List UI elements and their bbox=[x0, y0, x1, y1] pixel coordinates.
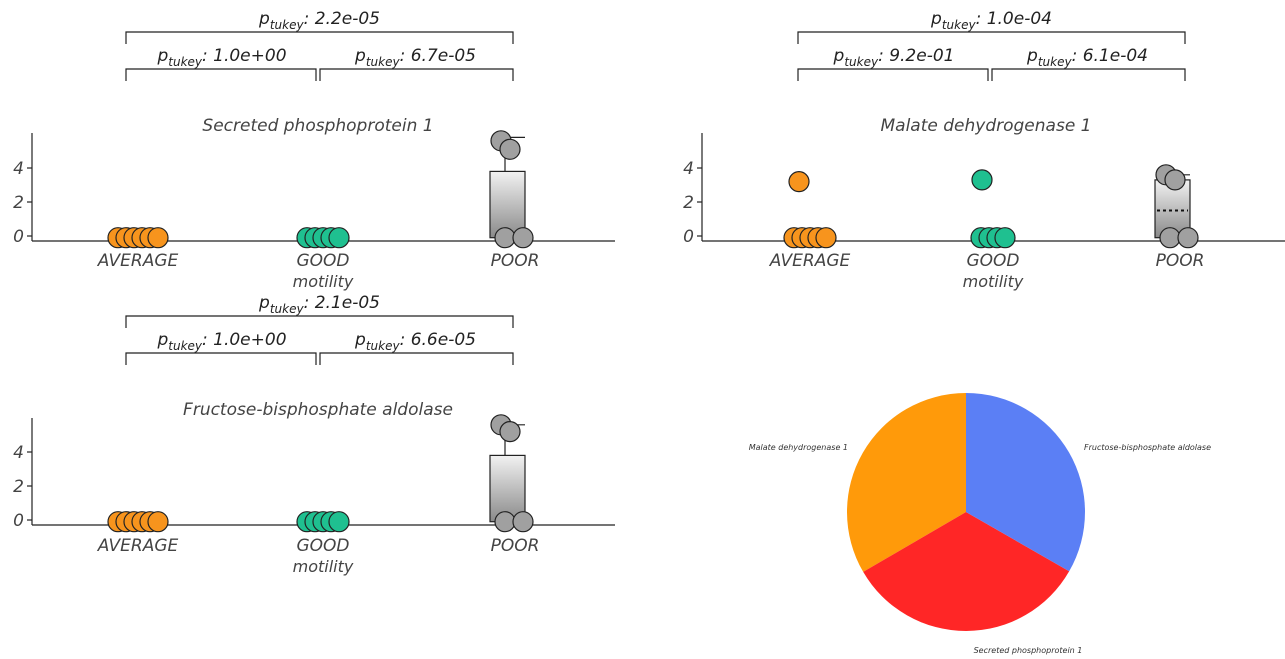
y-tick-label: 2 bbox=[683, 193, 694, 213]
x-tick-poor: POOR bbox=[1156, 251, 1205, 271]
data-point-poor bbox=[1164, 169, 1186, 191]
bracket-overall bbox=[125, 31, 514, 44]
pie-label-fructose: Fructose-bisphosphate aldolase bbox=[1084, 443, 1211, 452]
data-point-good bbox=[971, 169, 993, 191]
bracket-overall bbox=[125, 315, 514, 328]
data-point-poor bbox=[499, 421, 521, 443]
y-tick-label: 2 bbox=[13, 477, 24, 497]
bracket-left bbox=[125, 68, 317, 81]
x-tick-average: AVERAGE bbox=[97, 536, 179, 556]
data-point-poor bbox=[1177, 227, 1199, 249]
data-point-poor bbox=[1159, 227, 1181, 249]
y-tick-label: 4 bbox=[13, 159, 24, 179]
data-point-average bbox=[147, 227, 169, 249]
data-point-good bbox=[328, 511, 350, 533]
chart-title: Fructose-bisphosphate aldolase bbox=[183, 400, 453, 420]
p-label-overall: ptukey: 2.2e-05 bbox=[258, 9, 380, 32]
bracket-overall bbox=[797, 31, 1186, 44]
data-point-average bbox=[788, 171, 810, 193]
x-tick-average: AVERAGE bbox=[769, 251, 851, 271]
x-axis-label: motility bbox=[963, 272, 1024, 291]
y-tick-label: 0 bbox=[13, 511, 24, 531]
data-point-poor bbox=[494, 227, 516, 249]
p-label-left: ptukey: 1.0e+00 bbox=[156, 46, 286, 69]
data-point-poor bbox=[512, 227, 534, 249]
y-tick-label: 0 bbox=[683, 227, 694, 247]
x-tick-poor: POOR bbox=[491, 251, 540, 271]
bracket-left bbox=[797, 68, 989, 81]
x-tick-poor: POOR bbox=[491, 536, 540, 556]
x-axis-label: motility bbox=[293, 272, 354, 291]
data-point-poor bbox=[512, 511, 534, 533]
x-tick-good: GOOD bbox=[296, 251, 349, 271]
pie-chart: Fructose-bisphosphate aldolase Secreted … bbox=[749, 393, 1211, 655]
pie-slice-fructose bbox=[966, 393, 1085, 572]
p-label-overall: ptukey: 2.1e-05 bbox=[258, 293, 380, 316]
data-point-poor bbox=[494, 511, 516, 533]
p-label-overall: ptukey: 1.0e-04 bbox=[930, 9, 1052, 32]
y-tick-label: 4 bbox=[13, 443, 24, 463]
x-axis-label: motility bbox=[293, 557, 354, 576]
data-point-average bbox=[815, 227, 837, 249]
data-point-good bbox=[328, 227, 350, 249]
y-tick-label: 4 bbox=[683, 159, 694, 179]
y-tick-label: 0 bbox=[13, 227, 24, 247]
p-label-left: ptukey: 1.0e+00 bbox=[156, 330, 286, 353]
chart-title: Malate dehydrogenase 1 bbox=[881, 116, 1092, 136]
data-point-average bbox=[147, 511, 169, 533]
box-poor bbox=[489, 454, 526, 523]
data-point-poor bbox=[499, 138, 521, 160]
bracket-right bbox=[319, 352, 514, 365]
pie-slice-secreted bbox=[863, 512, 1070, 631]
secreted-phosphoprotein-chart: Secreted phosphoprotein 1 AVERAGE GOOD P… bbox=[13, 9, 615, 291]
pie-slice-malate bbox=[847, 393, 966, 572]
x-tick-average: AVERAGE bbox=[97, 251, 179, 271]
p-label-right: ptukey: 6.1e-04 bbox=[1026, 46, 1148, 69]
x-tick-good: GOOD bbox=[296, 536, 349, 556]
bracket-right bbox=[991, 68, 1186, 81]
chart-title: Secreted phosphoprotein 1 bbox=[202, 116, 433, 136]
bracket-left bbox=[125, 352, 317, 365]
x-tick-good: GOOD bbox=[966, 251, 1019, 271]
p-label-right: ptukey: 6.7e-05 bbox=[354, 46, 476, 69]
y-tick-label: 2 bbox=[13, 193, 24, 213]
fructose-bisphosphate-aldolase-chart: Fructose-bisphosphate aldolase AVERAGE G… bbox=[13, 293, 615, 576]
p-label-right: ptukey: 6.6e-05 bbox=[354, 330, 476, 353]
malate-dehydrogenase-chart: Malate dehydrogenase 1 AVERAGE GOOD POOR… bbox=[683, 9, 1285, 291]
bracket-right bbox=[319, 68, 514, 81]
data-point-good bbox=[994, 227, 1016, 249]
pie-label-secreted: Secreted phosphoprotein 1 bbox=[974, 646, 1083, 655]
pie-label-malate: Malate dehydrogenase 1 bbox=[749, 443, 848, 452]
p-label-left: ptukey: 9.2e-01 bbox=[833, 46, 955, 69]
